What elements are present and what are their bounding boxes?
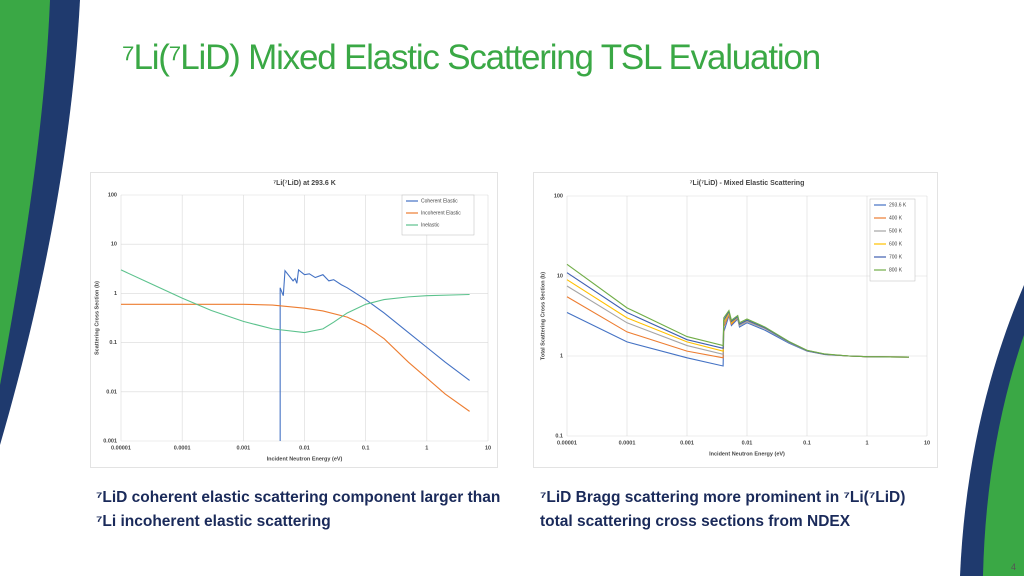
legend-label: Inelastic [421,222,440,228]
series-line [279,268,470,441]
chart: ⁷Li(⁷LiD) at 293.6 K 0.001 0.01 0.1 1 10 100 0.… [90,172,498,468]
legend-label: 700 K [889,254,903,260]
green-swoosh [983,335,1024,576]
x-tick-label: 0.001 [236,445,250,451]
x-tick-label: 0.0001 [619,440,636,446]
page-number: 4 [1010,562,1016,572]
x-tick-label: 0.01 [742,440,753,446]
legend-label: 500 K [889,228,903,234]
series-line [120,269,470,334]
x-axis-label: Incident Neutron Energy (eV) [267,456,343,462]
legend-label: 293.6 K [889,202,907,208]
y-tick-label: 0.1 [109,340,117,346]
green-swoosh [0,0,50,385]
y-axis-label: Scattering Cross Section (b) [94,281,100,355]
x-axis-label: Incident Neutron Energy (eV) [709,451,785,457]
legend-label: Incoherent Elastic [421,210,461,216]
x-tick-label: 0.00001 [111,445,131,451]
x-tick-label: 10 [485,445,491,451]
legend: 293.6 K 400 K 500 K 600 K 700 K 800 K [869,198,916,282]
x-tick-label: 0.0001 [174,445,191,451]
x-tick-label: 1 [425,445,428,451]
x-tick-label: 0.00001 [557,440,577,446]
legend-label: 400 K [889,215,903,221]
x-tick-label: 0.001 [680,440,694,446]
x-tick-label: 0.1 [803,440,811,446]
legend-box [401,194,475,236]
legend-label: Coherent Elastic [421,198,458,204]
y-tick-label: 1 [560,353,563,359]
chart: ⁷Li(⁷LiD) - Mixed Elastic Scattering 0.1 1… [533,172,938,468]
x-tick-label: 0.01 [299,445,310,451]
y-tick-label: 0.01 [106,389,117,395]
x-tick-label: 10 [924,440,930,446]
y-tick-label: 10 [111,242,117,248]
y-tick-label: 1 [114,291,117,297]
x-tick-label: 0.1 [362,445,370,451]
caption: ⁷LiD coherent elastic scattering compone… [96,489,501,530]
y-tick-label: 0.001 [103,438,117,444]
slide-title: ⁷Li(⁷LiD) Mixed Elastic Scattering TSL E… [122,38,821,77]
x-tick-label: 1 [865,440,868,446]
legend-box [869,198,916,282]
y-tick-label: 100 [108,192,117,198]
legend-label: 600 K [889,241,903,247]
chart-title: ⁷Li(⁷LiD) at 293.6 K [273,180,336,187]
series-line [566,296,909,359]
y-tick-label: 10 [557,273,563,279]
series-line [566,263,909,358]
y-tick-label: 100 [554,193,563,199]
y-axis-label: Total Scattering Cross Section (b) [540,272,546,360]
caption: ⁷LiD Bragg scattering more prominent in … [540,489,906,530]
chart-title: ⁷Li(⁷LiD) - Mixed Elastic Scattering [690,180,805,187]
series-line [121,303,470,412]
legend-label: 800 K [889,267,903,273]
y-tick-label: 0.1 [555,433,563,439]
legend: Coherent Elastic Incoherent Elastic Inelas… [401,194,475,236]
